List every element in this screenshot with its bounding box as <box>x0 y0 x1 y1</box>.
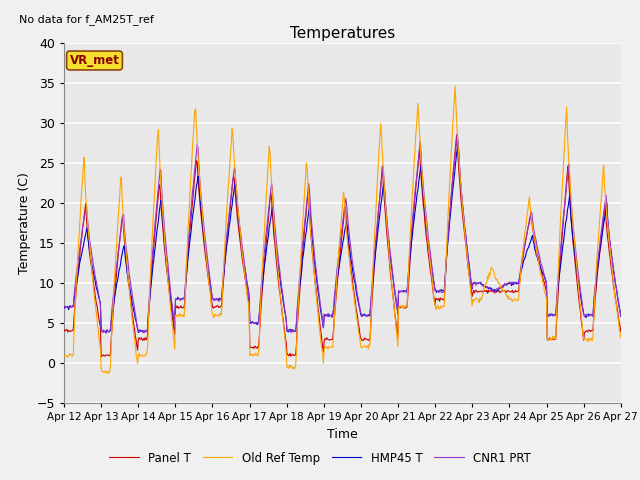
HMP45 T <box>60 304 68 310</box>
Legend: Panel T, Old Ref Temp, HMP45 T, CNR1 PRT: Panel T, Old Ref Temp, HMP45 T, CNR1 PRT <box>104 447 536 469</box>
Line: HMP45 T: HMP45 T <box>64 142 621 333</box>
CNR1 PRT <box>411 191 419 197</box>
Text: VR_met: VR_met <box>70 54 120 67</box>
Old Ref Temp <box>128 317 136 323</box>
CNR1 PRT <box>617 312 625 318</box>
CNR1 PRT <box>128 291 136 297</box>
Title: Temperatures: Temperatures <box>290 25 395 41</box>
Panel T <box>214 303 222 309</box>
Old Ref Temp <box>214 312 222 318</box>
CNR1 PRT <box>428 257 435 263</box>
Old Ref Temp <box>428 266 435 272</box>
Old Ref Temp <box>70 329 78 335</box>
CNR1 PRT <box>70 294 78 300</box>
Panel T <box>617 329 625 335</box>
Panel T <box>97 354 105 360</box>
HMP45 T <box>70 296 78 301</box>
Panel T <box>411 197 419 203</box>
CNR1 PRT <box>103 330 111 336</box>
HMP45 T <box>128 300 136 306</box>
HMP45 T <box>454 139 462 145</box>
Text: No data for f_AM25T_ref: No data for f_AM25T_ref <box>19 14 154 25</box>
Panel T <box>452 132 460 138</box>
Panel T <box>60 327 68 333</box>
Old Ref Temp <box>617 335 625 341</box>
Panel T <box>428 272 435 277</box>
Old Ref Temp <box>103 371 111 376</box>
HMP45 T <box>185 249 193 254</box>
Line: Panel T: Panel T <box>64 135 621 357</box>
HMP45 T <box>428 259 435 265</box>
Line: Old Ref Temp: Old Ref Temp <box>64 86 621 373</box>
Old Ref Temp <box>451 83 459 89</box>
X-axis label: Time: Time <box>327 428 358 441</box>
CNR1 PRT <box>454 130 461 136</box>
Old Ref Temp <box>185 216 193 221</box>
HMP45 T <box>411 210 419 216</box>
CNR1 PRT <box>185 234 193 240</box>
HMP45 T <box>102 330 109 336</box>
Line: CNR1 PRT: CNR1 PRT <box>64 133 621 333</box>
Panel T <box>70 314 78 320</box>
Old Ref Temp <box>60 353 68 359</box>
HMP45 T <box>214 297 222 303</box>
Panel T <box>128 311 136 316</box>
CNR1 PRT <box>214 298 222 303</box>
CNR1 PRT <box>60 305 68 311</box>
Panel T <box>185 240 193 246</box>
Y-axis label: Temperature (C): Temperature (C) <box>18 172 31 274</box>
Old Ref Temp <box>411 150 419 156</box>
HMP45 T <box>617 313 625 319</box>
